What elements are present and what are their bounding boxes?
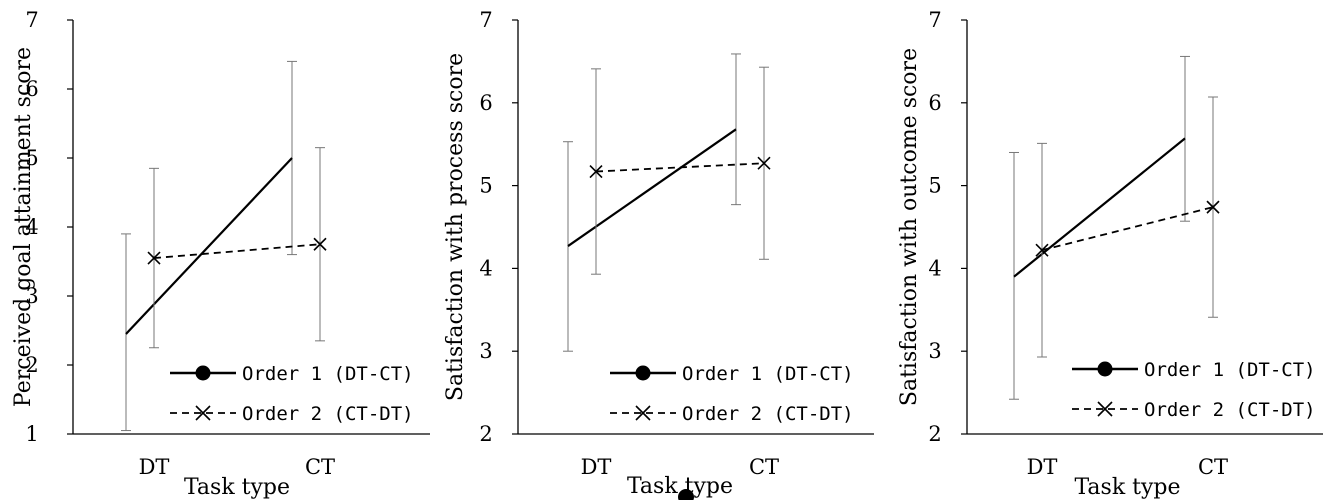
legend-label: Order 2 (CT-DT)	[1144, 399, 1316, 421]
data-point-marker	[757, 156, 771, 170]
data-point-marker	[1035, 243, 1049, 257]
y-tick-label: 6	[928, 91, 941, 115]
y-axis-title: Perceived goal attainment score	[11, 47, 36, 407]
data-point-marker	[1206, 200, 1220, 214]
series-line-2	[1041, 206, 1214, 252]
legend-circle-marker	[1097, 361, 1113, 377]
x-category-label: DT	[139, 455, 170, 479]
x-category-label: CT	[305, 455, 335, 479]
y-tick-label: 7	[479, 8, 492, 32]
legend-label: Order 2 (CT-DT)	[242, 403, 414, 425]
series-line-1	[567, 128, 737, 247]
y-tick-label: 5	[479, 174, 492, 198]
chart-panel-1: 1 2 3 4 5 6 7 DT CT Task type Perceived goal attai…	[11, 8, 430, 500]
series-line-1	[1013, 137, 1186, 278]
legend-label: Order 1 (DT-CT)	[242, 363, 414, 385]
x-category-label: DT	[1027, 455, 1058, 479]
stray-circle-marker	[678, 489, 694, 500]
legend-x-marker	[635, 405, 651, 421]
data-point-marker	[313, 237, 327, 251]
x-axis-title: Task type	[184, 475, 290, 500]
y-tick-label: 2	[928, 422, 941, 446]
y-tick-label: 1	[25, 422, 38, 446]
y-tick-label: 6	[25, 77, 38, 101]
y-tick-label: 2	[25, 353, 38, 377]
series-line-1	[125, 157, 293, 335]
x-axis-title: Task type	[1074, 475, 1180, 500]
y-axis-title: Satisfaction with outcome score	[897, 48, 922, 406]
y-tick-label: 4	[479, 256, 492, 280]
legend-x-marker	[195, 405, 211, 421]
y-tick-label: 7	[928, 8, 941, 32]
legend-x-marker	[1097, 401, 1113, 417]
y-tick-label: 2	[479, 422, 492, 446]
legend-label: Order 1 (DT-CT)	[682, 363, 854, 385]
y-tick-label: 4	[928, 256, 941, 280]
legend-circle-marker	[195, 365, 211, 381]
y-tick-label: 3	[479, 339, 492, 363]
y-tick-label: 5	[25, 146, 38, 170]
data-point-marker	[589, 164, 603, 179]
legend-circle-marker	[635, 365, 651, 381]
y-tick-label: 3	[25, 284, 38, 308]
x-category-label: DT	[581, 455, 612, 479]
y-tick-label: 7	[25, 8, 38, 32]
legend-label: Order 2 (CT-DT)	[682, 403, 854, 425]
x-category-label: CT	[1198, 455, 1228, 479]
y-tick-label: 4	[25, 215, 38, 239]
y-tick-label: 6	[479, 91, 492, 115]
data-point-marker	[147, 251, 161, 265]
legend-label: Order 1 (DT-CT)	[1144, 359, 1316, 381]
series-line-2	[153, 243, 321, 259]
x-category-label: CT	[749, 455, 779, 479]
y-tick-label: 5	[928, 174, 941, 198]
series-line-2	[595, 162, 765, 173]
chart-panel-3: 2 3 4 5 6 7 DT CT Task type Satisfaction with out…	[897, 8, 1323, 500]
y-axis-title: Satisfaction with process score	[443, 53, 468, 401]
y-tick-label: 3	[928, 339, 941, 363]
